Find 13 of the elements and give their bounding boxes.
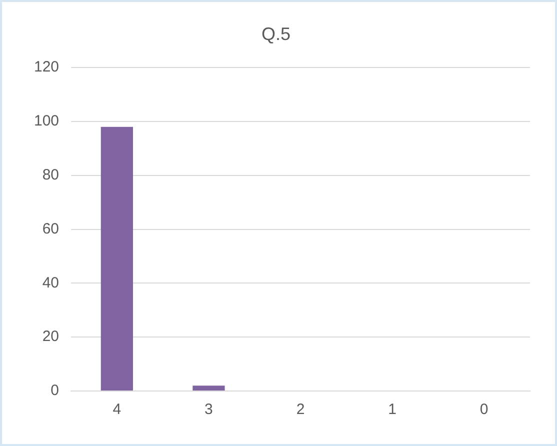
- x-tick-label: 4: [112, 401, 122, 418]
- chart-title: Q.5: [261, 24, 291, 44]
- x-tick-label: 2: [296, 401, 305, 418]
- y-tick-label: 20: [42, 328, 60, 346]
- y-tick-label: 40: [42, 274, 60, 292]
- y-tick-label: 80: [42, 166, 60, 184]
- x-tick-label: 0: [480, 401, 488, 418]
- x-tick-label: 1: [388, 401, 396, 418]
- y-tick-label: 60: [42, 220, 60, 238]
- x-tick-label: 3: [204, 401, 213, 418]
- y-tick-label: 0: [50, 382, 60, 400]
- y-tick-label: 100: [34, 112, 60, 130]
- y-tick-label: 120: [34, 58, 60, 76]
